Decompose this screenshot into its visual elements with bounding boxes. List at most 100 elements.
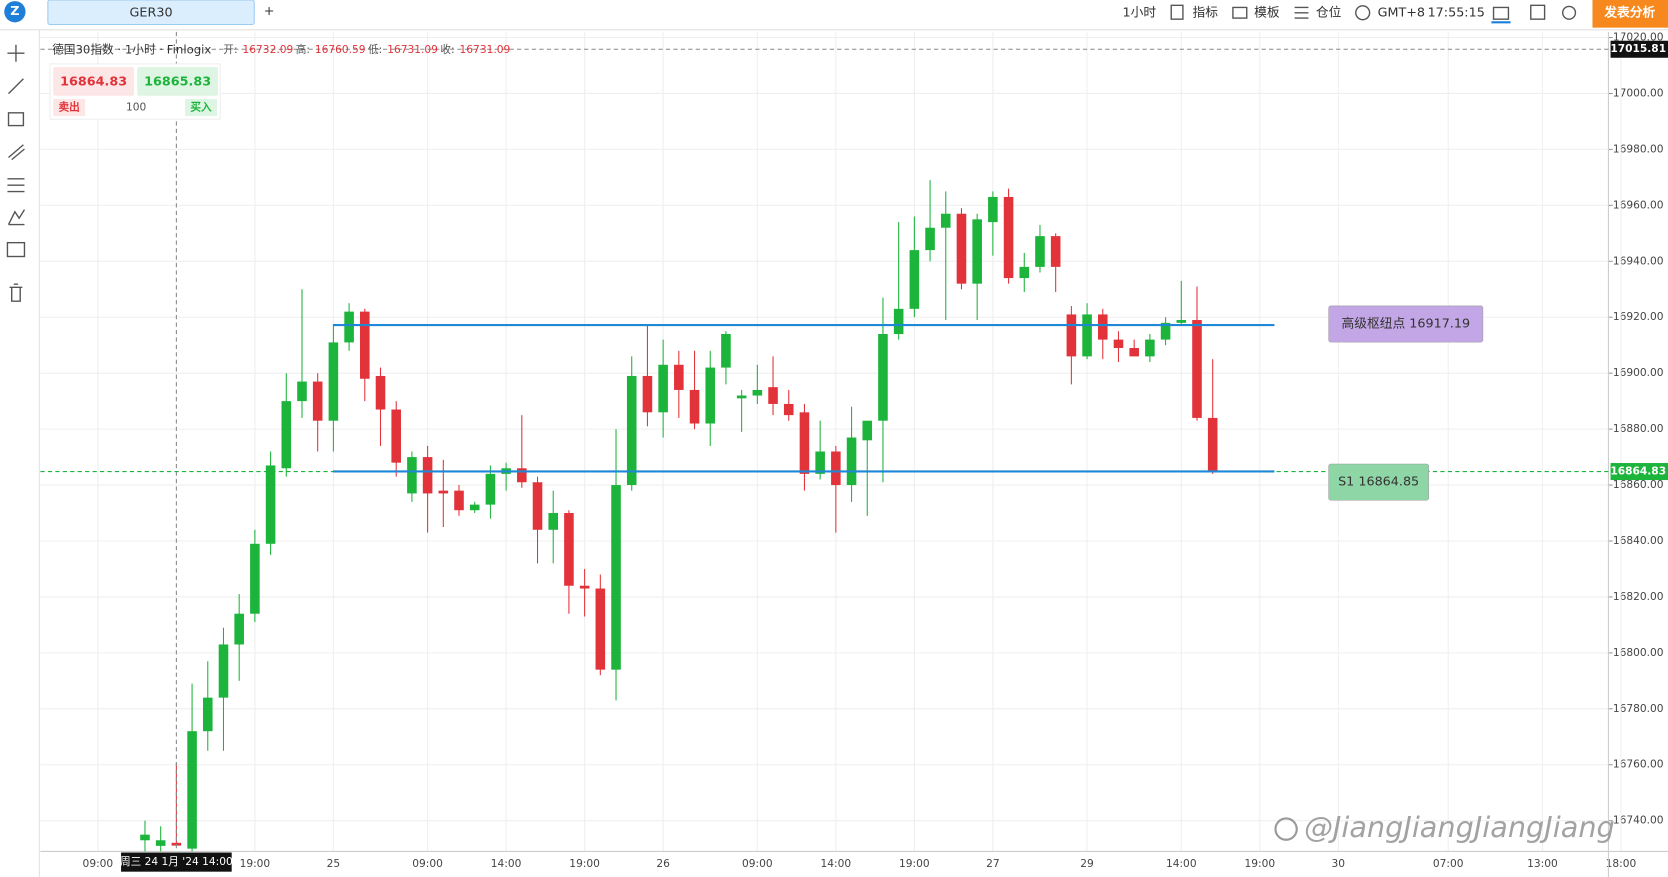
top-toolbar <box>0 0 1668 30</box>
candle-body <box>422 457 433 494</box>
x-tick-label: 07:00 <box>1433 857 1464 870</box>
y-tick-label: 16740.00 <box>1613 814 1664 827</box>
rect-tool[interactable] <box>7 112 25 127</box>
y-tick-label: 16980.00 <box>1613 142 1664 155</box>
candle-body <box>234 613 244 645</box>
candle-body <box>344 311 354 343</box>
candle-body <box>972 219 982 284</box>
template-icon <box>1232 6 1248 19</box>
candle-body <box>705 367 716 424</box>
candle-body <box>1066 314 1077 357</box>
symbol-tab-label: GER30 <box>130 5 173 20</box>
x-tick-label: 09:00 <box>412 857 443 870</box>
candle-body <box>1160 322 1171 340</box>
amount[interactable]: 100 <box>126 100 147 113</box>
price-tag <box>1610 40 1668 58</box>
fib-tool[interactable] <box>7 178 25 193</box>
x-tick-label: 25 <box>327 857 341 870</box>
candle-body <box>454 490 464 511</box>
candle-body <box>1145 339 1155 357</box>
templates-button[interactable]: 模板 <box>1254 5 1280 20</box>
line-tool[interactable] <box>8 78 24 95</box>
buy-box[interactable] <box>137 67 219 96</box>
price-tag-label: 16864.83 <box>1610 465 1666 478</box>
y-tick-label: 16760.00 <box>1613 758 1664 771</box>
x-tick-label: 30 <box>1332 857 1346 870</box>
y-tick-label: 16860.00 <box>1613 478 1664 491</box>
crosshair-tool[interactable] <box>7 44 25 62</box>
logo[interactable] <box>4 1 26 23</box>
y-tick-label: 16840.00 <box>1613 534 1664 547</box>
candle-body <box>940 213 951 228</box>
ohlc-value: 16731.09 <box>460 43 511 56</box>
y-tick-label: 16940.00 <box>1613 254 1664 267</box>
candle-body <box>846 437 857 486</box>
candle-body <box>517 468 527 483</box>
price-tag-label: 17015.81 <box>1610 42 1666 55</box>
sell-button[interactable] <box>53 98 86 117</box>
add-tab[interactable]: + <box>264 4 275 19</box>
position-icon <box>1294 6 1309 19</box>
price-tag <box>1610 463 1668 481</box>
x-tick-label: 09:00 <box>83 857 114 870</box>
timezone[interactable]: GMT+8 <box>1378 5 1425 20</box>
candle-body <box>642 375 653 413</box>
interval[interactable]: 1小时 <box>1122 5 1156 20</box>
buy-button[interactable] <box>185 98 218 117</box>
positions-button[interactable]: 仓位 <box>1316 5 1342 20</box>
candle-body <box>721 334 731 368</box>
delete-tool[interactable] <box>9 283 23 302</box>
ohlc-key: 开: <box>223 43 237 56</box>
candle-body <box>1035 236 1045 267</box>
channel-tool[interactable] <box>8 144 25 161</box>
candle-body <box>799 412 810 474</box>
candle-body <box>1003 196 1014 279</box>
level-label-box <box>1328 305 1484 343</box>
candle-body <box>736 395 747 399</box>
candle-body <box>893 308 904 335</box>
text-tool[interactable] <box>6 241 26 258</box>
candle-body <box>1019 266 1030 279</box>
level-label: 高级枢纽点 16917.19 <box>1341 316 1470 332</box>
candle-body <box>956 213 967 284</box>
x-tick-label: 26 <box>656 857 670 870</box>
y-tick-label: 17020.00 <box>1613 31 1664 44</box>
candle-body <box>862 420 873 441</box>
clock: 17:55:15 <box>1428 5 1485 20</box>
publish-button[interactable] <box>1592 0 1668 28</box>
symbol-tab[interactable] <box>47 0 255 26</box>
candle-body <box>564 513 574 586</box>
indicators-button[interactable]: 指标 <box>1192 5 1218 20</box>
indicator-icon <box>1170 4 1184 20</box>
sell-price: 16864.83 <box>60 74 127 89</box>
sell-box[interactable] <box>53 67 135 96</box>
candle-body <box>689 389 700 424</box>
ohlc-key: 收: <box>440 43 454 56</box>
candle-body <box>611 485 621 670</box>
ohlc-value: 16732.09 <box>243 43 294 56</box>
layout-icon[interactable] <box>1530 4 1546 20</box>
y-tick-label: 16960.00 <box>1613 198 1664 211</box>
x-tick-label: 19:00 <box>899 857 930 870</box>
settings-icon[interactable] <box>1561 5 1577 20</box>
candle-body <box>831 451 841 486</box>
candle-body <box>815 451 825 474</box>
y-tick-label: 16900.00 <box>1613 366 1664 379</box>
chart: 16740.00 16760.00 16780.00 16800.00 16820.00… <box>40 31 1668 877</box>
x-tick-label: 27 <box>986 857 1000 870</box>
candle-body <box>626 375 637 486</box>
ohlc-info: 开: 16732.09 高: 16760.59 低: 16731.09 收: 16731.09 <box>223 43 510 56</box>
candle-body <box>1176 320 1187 323</box>
y-tick-label: 17000.00 <box>1613 86 1664 99</box>
screenshot-icon[interactable] <box>1492 6 1510 20</box>
x-tick-label: 19:00 <box>569 857 600 870</box>
buy-label: 买入 <box>190 100 212 113</box>
pattern-tool[interactable] <box>7 209 26 226</box>
symbol-info: 德国30指数 · 1小时 · Finlogix <box>52 43 211 57</box>
candle-body <box>988 196 998 223</box>
candle-body <box>1113 339 1124 348</box>
candle-body <box>768 387 778 404</box>
candle-body <box>752 389 763 396</box>
